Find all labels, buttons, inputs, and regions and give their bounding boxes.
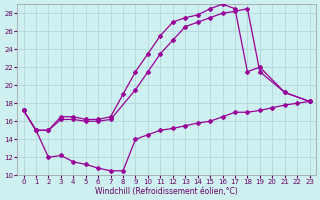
X-axis label: Windchill (Refroidissement éolien,°C): Windchill (Refroidissement éolien,°C) xyxy=(95,187,238,196)
